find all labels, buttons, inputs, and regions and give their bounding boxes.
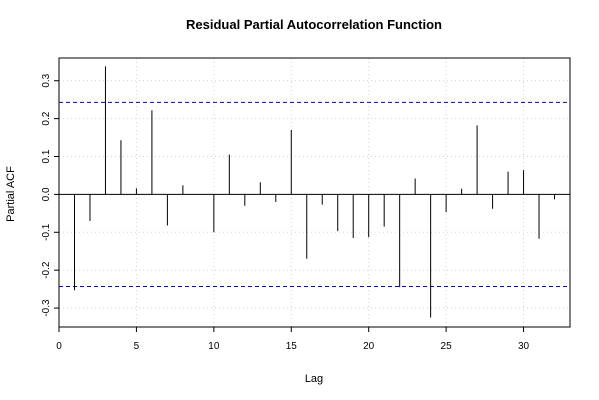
x-axis-label: Lag: [305, 373, 323, 385]
grid: [58, 58, 570, 327]
y-tick-label: 0.1: [41, 149, 52, 163]
x-tick-label: 0: [56, 341, 62, 352]
y-tick-label: 0.0: [41, 187, 52, 201]
x-tick-label: 15: [286, 341, 298, 352]
y-tick-label: 0.3: [41, 73, 52, 87]
x-tick-label: 30: [518, 341, 530, 352]
y-tick-label: -0.2: [41, 261, 52, 279]
x-tick-label: 25: [441, 341, 453, 352]
x-axis: 0 5 10 15 20 25 30: [56, 327, 530, 352]
x-tick-label: 5: [134, 341, 140, 352]
x-tick-label: 10: [208, 341, 220, 352]
y-tick-label: -0.3: [41, 299, 52, 317]
confidence-bounds: [59, 101, 570, 287]
y-axis-label: Partial ACF: [5, 166, 17, 222]
chart-title: Residual Partial Autocorrelation Functio…: [186, 17, 442, 32]
x-tick-label: 20: [363, 341, 375, 352]
y-tick-label: 0.2: [41, 111, 52, 125]
y-axis: -0.3 -0.2 -0.1 0.0 0.1 0.2 0.3: [41, 73, 59, 317]
plot-frame: [58, 57, 571, 328]
pacf-bars: [59, 66, 570, 318]
y-tick-label: -0.1: [41, 223, 52, 241]
